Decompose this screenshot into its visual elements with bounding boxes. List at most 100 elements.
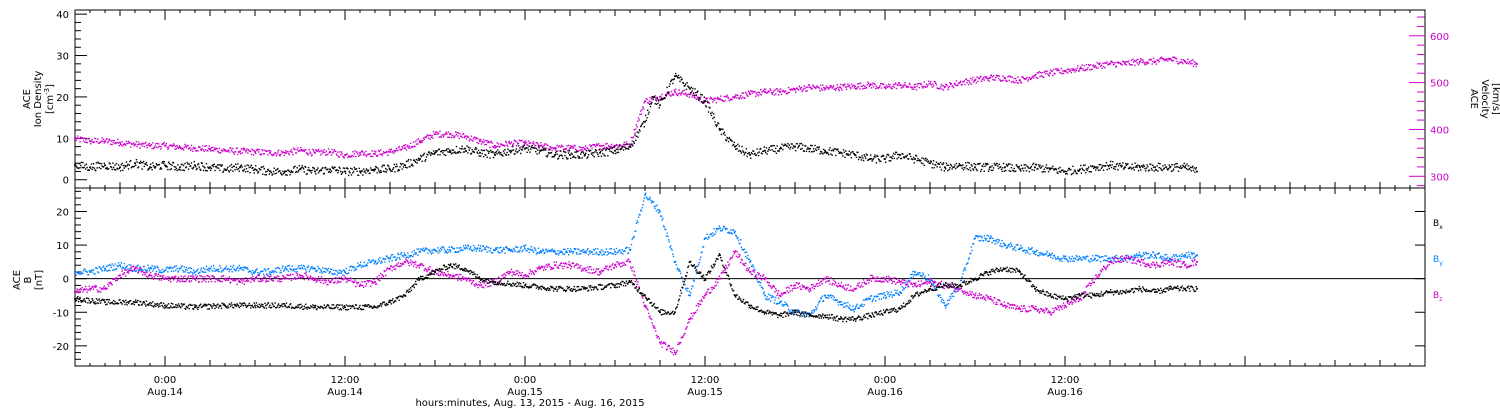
density-point [78, 162, 80, 165]
density-point [629, 145, 631, 148]
velocity-point [1046, 70, 1048, 73]
density-point [351, 168, 353, 170]
velocity-point [440, 136, 443, 139]
density-point [209, 166, 211, 169]
by-point [1093, 258, 1095, 261]
density-point [304, 165, 306, 168]
by-point [608, 252, 610, 254]
by-point [571, 251, 573, 253]
velocity-point [869, 84, 871, 86]
velocity-point [491, 142, 493, 144]
by-point [160, 271, 163, 274]
density-point [233, 165, 235, 168]
density-point [293, 165, 295, 168]
density-point [1102, 169, 1105, 171]
velocity-point [917, 82, 920, 85]
velocity-point [840, 83, 842, 86]
by-point [1080, 257, 1082, 259]
velocity-point [566, 145, 568, 147]
density-point [325, 168, 328, 171]
density-point [561, 155, 563, 157]
by-point [197, 268, 199, 271]
by-point [1055, 258, 1058, 260]
velocity-point [1050, 70, 1053, 72]
velocity-point [401, 146, 403, 148]
velocity-point [1167, 60, 1169, 62]
density-point [1042, 165, 1044, 167]
by-point [233, 268, 235, 270]
density-point [173, 165, 175, 168]
density-point [816, 146, 818, 148]
velocity-point [762, 90, 765, 92]
density-tick-label: 40 [56, 10, 69, 21]
by-point [221, 269, 223, 272]
by-point [540, 249, 542, 252]
velocity-point [913, 84, 915, 86]
density-point [677, 77, 679, 79]
density-point [961, 167, 963, 169]
velocity-point [947, 88, 949, 91]
by-point [78, 273, 80, 275]
by-point [770, 300, 772, 302]
by-point [275, 267, 277, 270]
density-point [1059, 166, 1061, 169]
by-point [428, 249, 430, 251]
density-point [460, 148, 463, 150]
by-point [317, 265, 319, 268]
velocity-point [472, 138, 475, 140]
by-point [280, 269, 282, 272]
density-point [453, 151, 455, 154]
by-point [755, 274, 758, 276]
density-point [1125, 162, 1127, 165]
velocity-point [247, 149, 250, 151]
density-point [196, 167, 198, 170]
velocity-point [1092, 65, 1094, 67]
velocity-point [845, 88, 848, 91]
velocity-point [1131, 64, 1133, 66]
velocity-point [582, 149, 584, 152]
by-point [357, 262, 359, 264]
density-point [987, 163, 989, 166]
by-point [900, 292, 902, 294]
by-point [682, 280, 685, 283]
density-point [674, 75, 676, 78]
density-point [525, 147, 528, 149]
by-point [449, 249, 451, 252]
by-point [505, 246, 507, 249]
density-point [642, 122, 644, 124]
by-point [922, 273, 925, 276]
by-point [806, 313, 808, 316]
density-point [277, 171, 280, 173]
velocity-point [97, 142, 100, 145]
velocity-point [1120, 63, 1123, 65]
velocity-point [872, 82, 874, 84]
density-point [865, 153, 868, 155]
density-point [228, 171, 230, 173]
density-point [995, 164, 997, 166]
velocity-axis-label-unit: [km/s] [1490, 83, 1500, 115]
velocity-point [629, 143, 631, 146]
density-point [1035, 163, 1037, 166]
density-point [730, 139, 733, 141]
density-point [269, 170, 271, 173]
density-point [720, 133, 723, 136]
density-point [314, 170, 316, 173]
velocity-point [592, 143, 594, 146]
by-point [860, 304, 862, 307]
velocity-point [892, 85, 894, 88]
velocity-point [835, 87, 838, 90]
by-point [179, 267, 181, 270]
velocity-point [825, 85, 828, 87]
velocity-point [962, 81, 964, 83]
by-point [624, 250, 626, 252]
velocity-point [795, 91, 797, 94]
by-point [954, 291, 956, 293]
density-point [1158, 166, 1160, 169]
velocity-point [744, 97, 746, 99]
velocity-point [978, 77, 980, 80]
density-point [219, 169, 221, 172]
density-point [626, 143, 628, 145]
density-point [475, 148, 478, 150]
velocity-point [577, 150, 580, 152]
